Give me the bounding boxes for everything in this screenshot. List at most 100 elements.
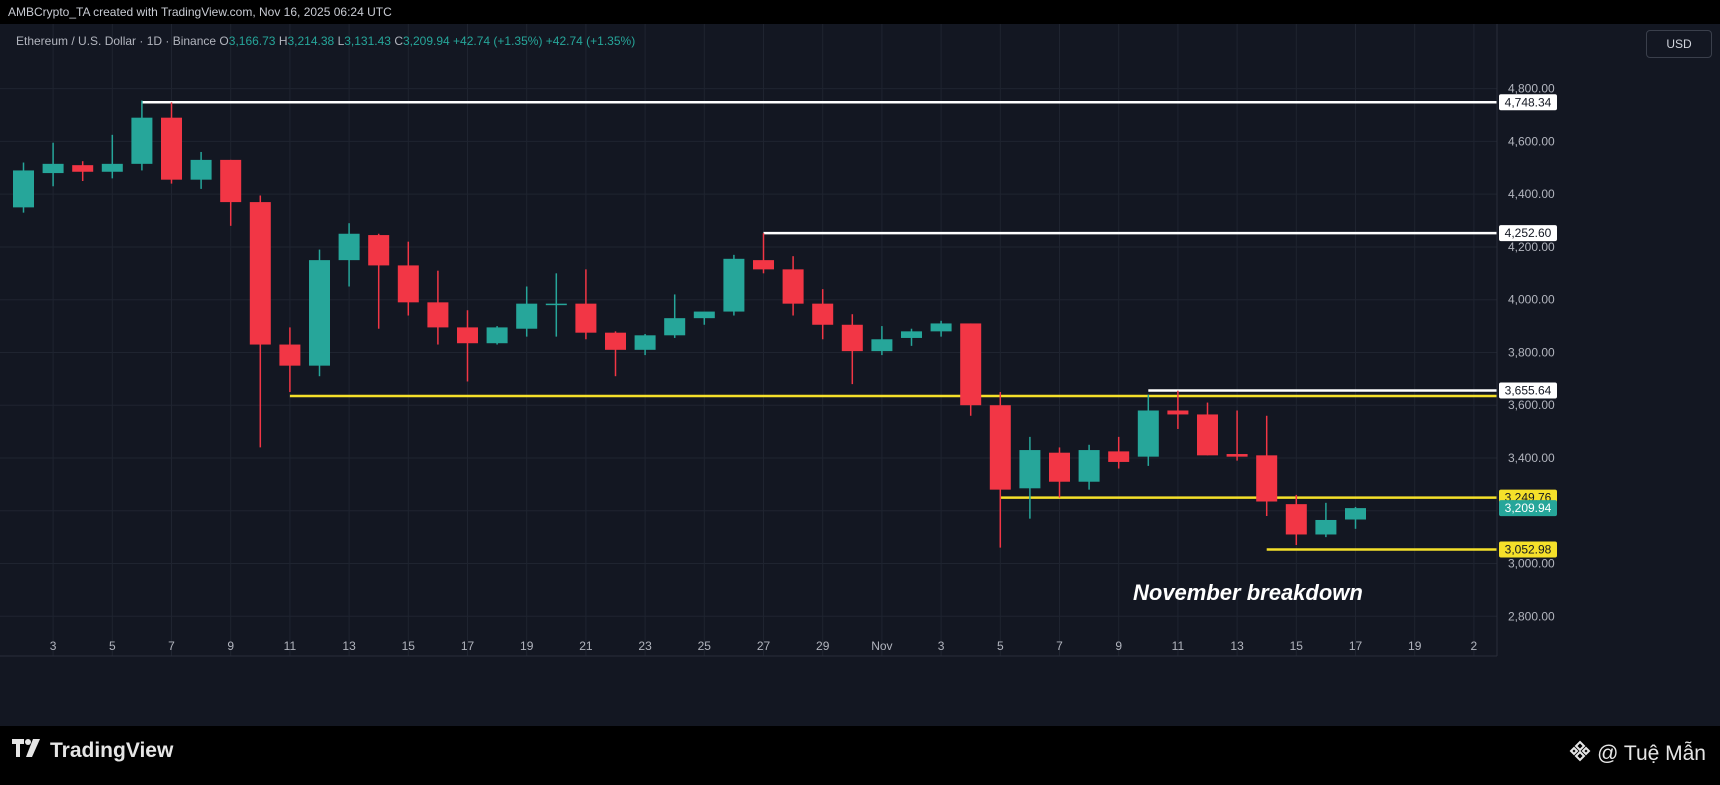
y-tick-label: 3,400.00 bbox=[1508, 451, 1555, 465]
chart-annotation: November breakdown bbox=[1133, 580, 1363, 605]
credit-text: AMBCrypto_TA created with TradingView.co… bbox=[8, 5, 392, 19]
candle-body bbox=[841, 324, 863, 352]
open-label: O bbox=[219, 34, 229, 48]
candle bbox=[1108, 436, 1130, 469]
x-tick-label: 9 bbox=[227, 639, 234, 653]
x-tick-label: 7 bbox=[1056, 639, 1063, 653]
candle-body bbox=[989, 405, 1011, 490]
candle bbox=[960, 323, 982, 416]
x-tick-label: 3 bbox=[50, 639, 57, 653]
current-price-tag-bg bbox=[1499, 500, 1557, 517]
candle bbox=[190, 151, 212, 189]
candle-body bbox=[190, 159, 212, 180]
price-tag-bg bbox=[1499, 94, 1557, 111]
candle bbox=[634, 333, 656, 356]
x-tick-label: 25 bbox=[698, 639, 712, 653]
candle bbox=[812, 289, 834, 340]
tradingview-logo-icon bbox=[12, 739, 42, 763]
candle-body bbox=[1078, 450, 1100, 482]
candle-body bbox=[930, 323, 952, 332]
candle bbox=[220, 159, 242, 226]
candle-body bbox=[723, 258, 745, 312]
candle bbox=[1345, 506, 1366, 529]
candle-body bbox=[220, 159, 242, 203]
candle-body bbox=[664, 318, 686, 336]
change-value: +42.74 (+1.35%) bbox=[453, 34, 543, 48]
candle bbox=[516, 286, 538, 337]
axes: 2,800.003,000.003,200.003,400.003,600.00… bbox=[0, 24, 1557, 657]
candle bbox=[397, 241, 419, 316]
symbol-legend: Ethereum / U.S. Dollar · 1D · Binance O3… bbox=[16, 34, 635, 48]
price-tag-label: 4,252.60 bbox=[1505, 226, 1552, 240]
candle bbox=[605, 331, 626, 377]
current-price-label: 3,209.94 bbox=[1505, 501, 1552, 515]
x-tick-label: 19 bbox=[1408, 639, 1422, 653]
candle bbox=[457, 310, 478, 382]
symbol-name: Ethereum / U.S. Dollar · 1D · Binance bbox=[16, 34, 217, 48]
currency-selector[interactable]: USD bbox=[1646, 30, 1712, 58]
candle-body bbox=[368, 235, 390, 266]
candle bbox=[161, 102, 182, 184]
candle bbox=[427, 270, 449, 345]
low-value: 3,131.43 bbox=[344, 34, 391, 48]
chart-area[interactable]: 2,800.003,000.003,200.003,400.003,600.00… bbox=[0, 24, 1720, 726]
candle bbox=[1137, 394, 1159, 466]
candle-body bbox=[161, 117, 182, 180]
candle bbox=[545, 273, 567, 337]
candle-body bbox=[516, 303, 538, 329]
candle-body bbox=[871, 339, 893, 352]
candle-body bbox=[575, 303, 597, 333]
price-tag-bg bbox=[1499, 225, 1557, 242]
x-tick-label: 3 bbox=[938, 639, 945, 653]
candle-body bbox=[634, 335, 656, 350]
candle bbox=[841, 314, 863, 385]
x-tick-label: 19 bbox=[520, 639, 534, 653]
y-tick-label: 4,800.00 bbox=[1508, 82, 1555, 96]
x-tick-label: 21 bbox=[579, 639, 593, 653]
candle bbox=[1078, 444, 1100, 490]
x-tick-label: 11 bbox=[1172, 639, 1185, 653]
candle bbox=[368, 233, 390, 329]
candle-body bbox=[782, 269, 804, 304]
y-tick-label: 3,000.00 bbox=[1508, 557, 1555, 571]
candle bbox=[279, 327, 301, 393]
y-tick-label: 4,000.00 bbox=[1508, 293, 1555, 307]
candle bbox=[1256, 415, 1278, 517]
candle bbox=[486, 326, 508, 345]
x-tick-label: 13 bbox=[342, 639, 356, 653]
tradingview-logo[interactable]: TradingView bbox=[12, 739, 173, 763]
footer: TradingView @ Tuệ Mẫn bbox=[0, 726, 1720, 785]
close-label: C bbox=[394, 34, 403, 48]
tradingview-brand-text: TradingView bbox=[50, 739, 174, 762]
candle-body bbox=[1108, 451, 1130, 462]
price-tag-label: 3,655.64 bbox=[1505, 384, 1552, 398]
candle bbox=[72, 161, 94, 181]
x-tick-label: 5 bbox=[997, 639, 1004, 653]
candle bbox=[13, 162, 34, 213]
binance-diamond-icon bbox=[1569, 740, 1591, 768]
candle-body bbox=[13, 170, 34, 208]
candle bbox=[989, 392, 1011, 548]
y-tick-label: 3,600.00 bbox=[1508, 398, 1555, 412]
candle-body bbox=[1315, 519, 1337, 535]
candle-body bbox=[457, 327, 478, 344]
price-tag-bg bbox=[1499, 382, 1557, 399]
candle bbox=[249, 195, 271, 448]
level-lines bbox=[141, 101, 1497, 551]
x-tick-label: 11 bbox=[284, 639, 297, 653]
open-value: 3,166.73 bbox=[228, 34, 276, 48]
candle bbox=[309, 249, 330, 377]
candle bbox=[1019, 436, 1041, 519]
candle bbox=[753, 233, 774, 274]
candle-body bbox=[1285, 504, 1307, 535]
y-tick-label: 4,200.00 bbox=[1508, 240, 1555, 254]
grid bbox=[0, 24, 1497, 656]
candle-body bbox=[1049, 452, 1070, 482]
candlestick-chart[interactable]: 2,800.003,000.003,200.003,400.003,600.00… bbox=[0, 24, 1720, 726]
candle-body bbox=[812, 303, 834, 325]
x-tick-label: 27 bbox=[757, 639, 771, 653]
candle bbox=[131, 100, 153, 171]
price-tag-label: 4,748.34 bbox=[1505, 95, 1552, 109]
candle-body bbox=[605, 332, 626, 350]
candle bbox=[723, 254, 745, 316]
